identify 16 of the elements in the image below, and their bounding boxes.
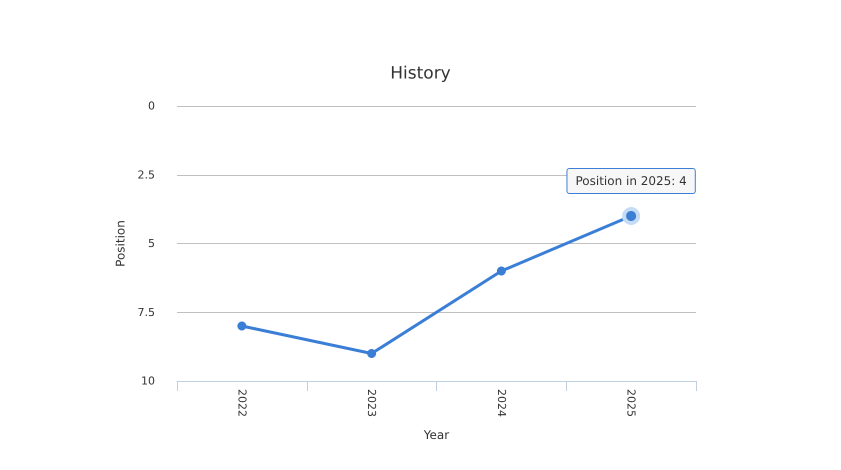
y-tick-label: 0 xyxy=(148,100,155,112)
x-axis-title: Year xyxy=(422,428,450,442)
point xyxy=(367,349,376,358)
y-tick-label: 7.5 xyxy=(138,306,155,319)
y-tick-label: 5 xyxy=(148,237,155,250)
y-axis-title: Position xyxy=(114,220,128,267)
x-tick-label: 2024 xyxy=(494,389,508,417)
chart-title: History xyxy=(390,64,451,84)
annotation: Position in 2025: 4 xyxy=(575,174,687,188)
x-tick-label: 2025 xyxy=(624,389,638,417)
y-tick-label: 10 xyxy=(141,374,155,388)
point xyxy=(237,322,246,330)
y-tick-label: 2.5 xyxy=(138,168,155,182)
x-tick-label: 2022 xyxy=(235,389,248,417)
point xyxy=(496,266,506,276)
x-tick-label: 2023 xyxy=(365,389,378,417)
